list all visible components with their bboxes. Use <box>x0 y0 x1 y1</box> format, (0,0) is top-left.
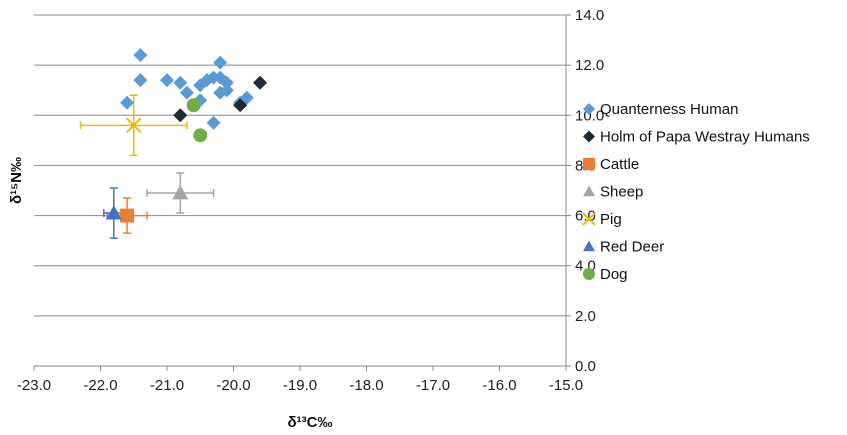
quanterness-human-point <box>120 95 135 110</box>
y-tick-labels: 0.02.04.06.08.010.012.014.0 <box>566 7 604 375</box>
legend-item-red-deer: Red Deer <box>583 239 664 256</box>
x-tick-label: -23.0 <box>17 377 51 394</box>
dog-legend-icon <box>583 268 595 280</box>
gridlines <box>34 14 566 317</box>
x-axis-title: δ¹³C‰ <box>288 414 333 431</box>
legend-label: Sheep <box>600 184 643 201</box>
quanterness-human-point <box>160 73 174 88</box>
quanterness-human-point <box>219 75 234 90</box>
cattle-point <box>120 208 135 223</box>
sheep-legend-icon <box>583 185 595 197</box>
x-tick-labels: -23.0 -22.0 -21.0 -20.0 -19.0 -18.0 -17.0 -16.0… <box>17 366 583 394</box>
data-points <box>105 48 268 223</box>
y-tick-label: 12.0 <box>575 57 604 74</box>
quanterness-human-legend-icon <box>583 103 595 115</box>
quanterness-human-series <box>120 48 254 130</box>
legend-item-dog: Dog <box>583 266 628 283</box>
holm-of-papa-westray-humans-point <box>253 75 268 90</box>
legend-label: Red Deer <box>600 239 664 256</box>
legend-item-pig: Pig <box>582 211 622 228</box>
y-tick-label: 2.0 <box>575 308 596 325</box>
y-tick-label: 14.0 <box>575 7 604 24</box>
quanterness-human-point <box>206 115 221 130</box>
legend-label: Cattle <box>600 156 639 173</box>
quanterness-human-point <box>173 75 188 90</box>
quanterness-human-point <box>213 55 228 70</box>
holm-of-papa-westray-humans-point <box>173 108 188 123</box>
cattle-legend-icon <box>583 158 595 170</box>
quanterness-human-point <box>179 85 194 100</box>
sheep-series <box>172 185 189 200</box>
legend-item-sheep: Sheep <box>583 184 643 201</box>
quanterness-human-point <box>219 83 234 98</box>
legend-item-quanterness-human: Quanterness Human <box>583 101 738 118</box>
quanterness-human-point <box>133 73 148 88</box>
red-deer-point <box>105 205 122 220</box>
x-tick-label: -17.0 <box>416 377 450 394</box>
holm-of-papa-westray-humans-point <box>233 98 248 113</box>
holm-of-papa-westray-humans-legend-icon <box>583 130 595 143</box>
legend-label: Dog <box>600 266 628 283</box>
sheep-point <box>172 185 189 200</box>
dog-point <box>186 98 201 113</box>
y-tick-label: 10.0 <box>575 107 604 124</box>
y-axis-title: δ¹⁵N‰ <box>8 157 25 204</box>
pig-point <box>126 117 142 134</box>
x-tick-label: -18.0 <box>349 377 383 394</box>
red-deer-series <box>105 205 122 220</box>
quanterness-human-point <box>239 90 254 105</box>
x-tick-label: -21.0 <box>150 377 184 394</box>
holm-of-papa-westray-humans-series <box>173 75 268 123</box>
legend: Quanterness Human Holm of Papa Westray Hu… <box>582 101 810 283</box>
legend-label: Pig <box>600 211 622 228</box>
x-tick-label: -19.0 <box>283 377 317 394</box>
pig-legend-icon <box>582 212 596 226</box>
x-tick-label: -20.0 <box>216 377 250 394</box>
error-bars <box>79 94 215 239</box>
x-tick-label: -16.0 <box>482 377 516 394</box>
legend-label: Quanterness Human <box>600 101 738 118</box>
legend-item-holm-of-papa-westray-humans: Holm of Papa Westray Humans <box>583 129 810 146</box>
legend-label: Holm of Papa Westray Humans <box>600 129 810 146</box>
cattle-series <box>120 208 135 223</box>
legend-item-cattle: Cattle <box>583 156 639 173</box>
dog-point <box>193 128 208 143</box>
red-deer-legend-icon <box>583 240 595 252</box>
y-tick-label: 0.0 <box>575 358 596 375</box>
x-tick-label: -22.0 <box>83 377 117 394</box>
x-tick-label: -15.0 <box>549 377 583 394</box>
dog-series <box>186 98 208 143</box>
quanterness-human-point <box>133 48 148 63</box>
pig-series <box>126 117 142 134</box>
